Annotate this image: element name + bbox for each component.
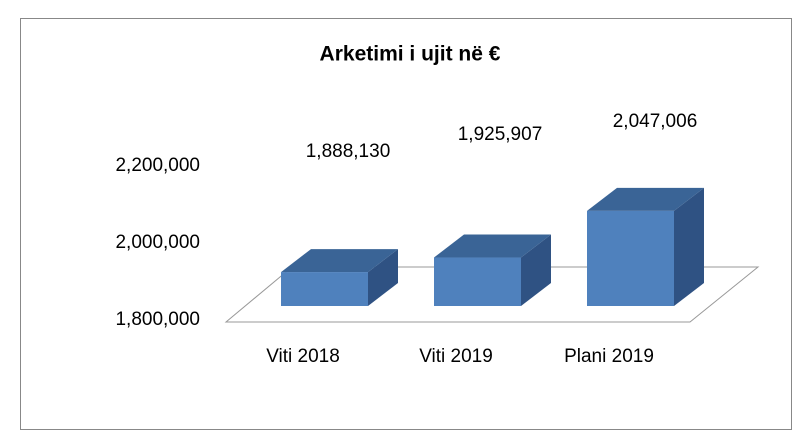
value-label: 1,888,130	[306, 141, 391, 162]
x-tick-label: Plani 2019	[564, 346, 654, 367]
bar-side	[674, 187, 704, 306]
bar-front	[587, 210, 674, 306]
bar	[587, 187, 704, 306]
y-tick-label: 2,200,000	[115, 155, 200, 176]
bar-top	[434, 234, 551, 258]
bar-top	[281, 249, 398, 273]
bar	[281, 249, 398, 306]
value-label: 1,925,907	[458, 124, 543, 145]
bar-front	[434, 257, 521, 306]
bar	[434, 234, 551, 306]
x-tick-label: Viti 2018	[266, 346, 340, 367]
bar-side	[368, 249, 398, 306]
y-tick-label: 1,800,000	[115, 309, 200, 330]
value-label: 2,047,006	[613, 111, 698, 132]
x-tick-label: Viti 2019	[419, 346, 493, 367]
bar-top	[587, 187, 704, 211]
y-tick-label: 2,000,000	[115, 232, 200, 253]
chart-title: Arketimi i ujit në €	[320, 43, 501, 66]
bar-front	[281, 272, 368, 306]
bar-side	[521, 234, 551, 306]
